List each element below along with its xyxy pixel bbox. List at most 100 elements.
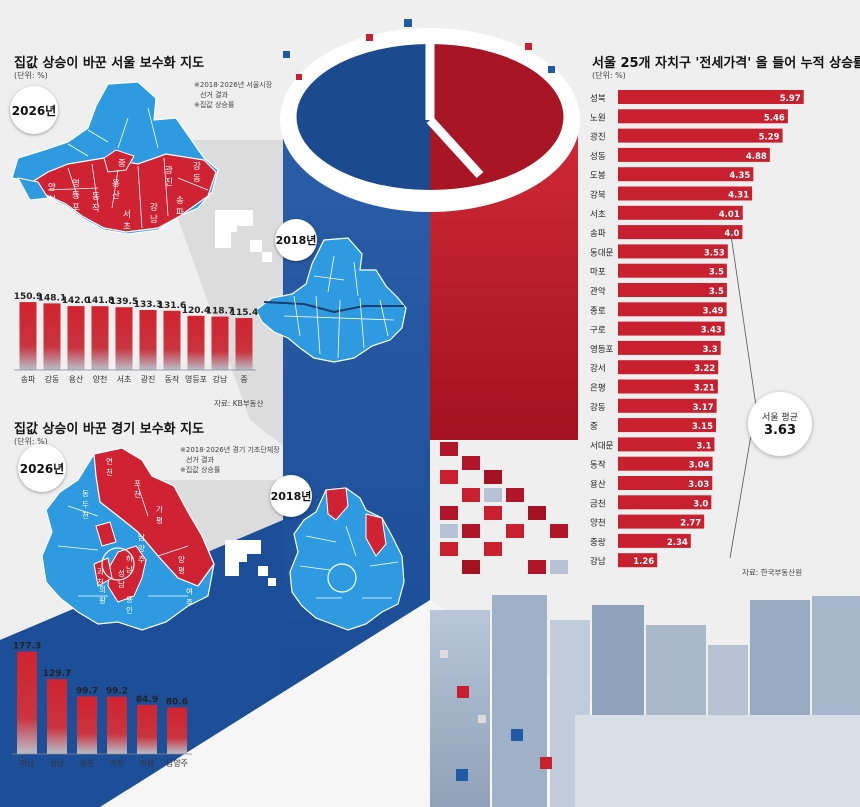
category-label: 송파 (21, 375, 36, 384)
bar-성북 (618, 90, 804, 104)
value-label: 5.46 (764, 113, 785, 123)
value-label: 3.04 (689, 461, 710, 471)
district-label: 중 (118, 159, 126, 169)
bar-강남 (618, 553, 658, 568)
category-label: 강동 (590, 402, 606, 413)
category-label: 강동 (45, 374, 60, 384)
gyeonggi-2018-badge: 2018년 (270, 475, 312, 517)
district-label: 여주 (186, 587, 193, 607)
bar-송파 (618, 225, 743, 240)
ballot-slot-d (426, 116, 484, 179)
bar-중 (235, 318, 253, 370)
value-label: 3.0 (693, 499, 708, 509)
district-label: 강동 (193, 162, 201, 184)
category-label: 성북 (590, 94, 606, 104)
bar-동작 (618, 456, 713, 471)
category-label: 서대문 (590, 441, 614, 451)
category-label: 구로 (590, 326, 606, 336)
category-label: 영등포 (590, 344, 614, 355)
category-label: 서초 (117, 375, 132, 384)
category-label: 마포 (590, 268, 606, 278)
value-label: 3.22 (694, 364, 715, 374)
category-label: 과천 (110, 758, 125, 768)
district-label: 포천 (134, 479, 141, 499)
value-label: 80.6 (166, 697, 188, 707)
seoul-map-unit: (단위: %) (14, 71, 48, 80)
category-label: 중 (590, 422, 598, 432)
gyeonggi-legend-line3: ※집값 상승률 (180, 466, 221, 474)
value-label: 3.53 (704, 248, 725, 258)
value-label: 3.5 (709, 287, 724, 297)
gyeonggi-legend-line1: ※2018·2026년 경기 기초단체장 (180, 446, 280, 454)
value-label: 3.3 (703, 345, 718, 355)
step-pixels (215, 210, 276, 586)
value-label: 4.88 (746, 152, 767, 162)
bar-중랑 (618, 533, 691, 548)
bar-과천 (107, 696, 127, 754)
district-label: 용산 (112, 179, 120, 201)
category-label: 노원 (590, 113, 606, 123)
value-label: 115.4 (230, 308, 258, 318)
district-label: 양평 (178, 555, 185, 575)
bar-노원 (618, 109, 788, 124)
seoul-map-title: 집값 상승이 바꾼 서울 보수화 지도 (14, 56, 205, 71)
value-label: 3.21 (694, 384, 715, 394)
category-label: 동대문 (590, 248, 614, 258)
category-label: 남양주 (166, 759, 188, 768)
category-label: 성남 (50, 759, 65, 768)
category-label: 관악 (590, 286, 606, 297)
value-label: 99.2 (106, 687, 128, 697)
jeonse-source: 자료: 한국부동산원 (742, 568, 803, 577)
value-label: 2.77 (680, 519, 701, 529)
value-label: 4.01 (719, 210, 740, 220)
bar-은평 (618, 379, 718, 394)
category-label: 강북 (590, 190, 606, 201)
avg-bracket (729, 227, 757, 559)
bar-금천 (618, 495, 712, 510)
bar-서초 (115, 307, 133, 370)
avg-value: 3.63 (763, 423, 797, 438)
value-label: 3.03 (688, 480, 709, 490)
value-label: 141.8 (86, 296, 114, 306)
bar-용산 (67, 306, 85, 370)
district-label: 광진 (165, 166, 173, 188)
seoul-legend-line3: ※집값 상승률 (194, 101, 235, 109)
value-label: 5.97 (780, 94, 801, 104)
bar-남양주 (167, 707, 187, 754)
category-label: 영등포 (185, 374, 207, 384)
category-label: 하남 (20, 758, 35, 768)
gyeonggi-map-unit: (단위: %) (14, 437, 48, 446)
seoul-price-chart: 150.9 송파 148.1 강동 142.0 용산 141.8 양천 139.5 서초 133.3… (14, 292, 258, 384)
seoul-map-2026 (11, 81, 219, 235)
category-label: 종로 (590, 306, 606, 316)
value-label: 120.4 (182, 306, 210, 316)
category-label: 용인 (80, 758, 95, 768)
district-label: 서초 (123, 210, 131, 232)
seoul-legend-line2: 선거 결과 (200, 91, 228, 99)
bar-하남 (17, 651, 37, 754)
pixel-squares (283, 19, 568, 781)
bar-종로 (618, 302, 727, 317)
gyeonggi-price-chart: 177.3 하남 129.7 성남 99.7 용인 99.2 과천 84.9 의왕 80.6 남양주 (12, 642, 192, 768)
value-label: 84.9 (136, 695, 158, 705)
category-label: 성동 (590, 152, 606, 162)
category-label: 송파 (590, 229, 606, 239)
bar-강북 (618, 186, 753, 201)
seoul-legend: ※2018·2026년 서울시장 선거 결과 ※집값 상승률 (194, 80, 272, 110)
category-label: 용산 (69, 374, 84, 384)
jeonse-chart-title: 서울 25개 자치구 '전세가격' 올 들어 누적 상승률 (592, 56, 860, 71)
district-label: 송파 (176, 196, 184, 218)
category-label: 도봉 (590, 171, 606, 181)
category-label: 용산 (590, 479, 606, 490)
district-label: 용인 (126, 595, 133, 615)
value-label: 3.17 (693, 403, 714, 413)
seoul-average-badge: 서울 평균 3.63 (748, 392, 812, 456)
seoul-2026-badge: 2026년 (10, 86, 58, 134)
district-label: 영등포 (72, 179, 80, 213)
gyeonggi-2026-badge: 2026년 (18, 444, 66, 492)
value-label: 142.0 (62, 296, 90, 306)
category-label: 광진 (141, 374, 156, 384)
bar-성동 (618, 147, 770, 162)
bar-용산 (618, 476, 713, 490)
category-label: 중랑 (590, 537, 606, 548)
